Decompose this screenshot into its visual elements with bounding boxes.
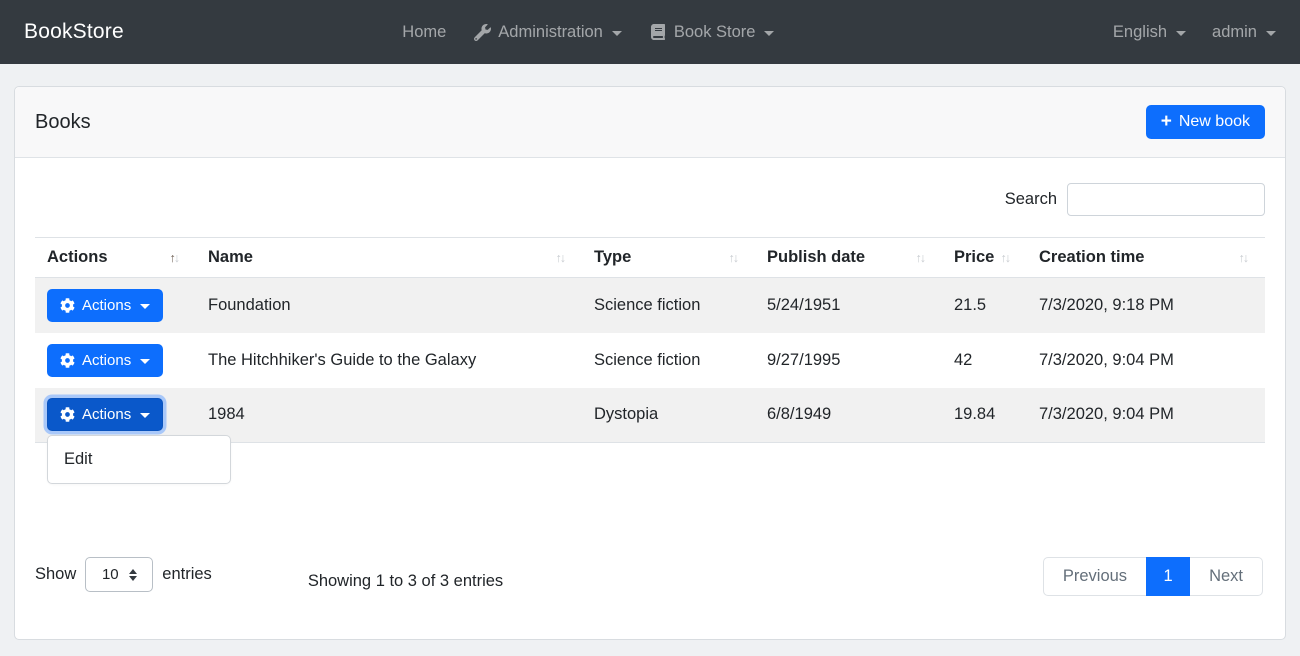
cell-creation-time: 7/3/2020, 9:18 PM [1027,277,1265,333]
card-body: Search Actions ↑↓ Na [15,158,1285,616]
new-book-label: New book [1178,113,1250,130]
table-row: Actions Foundation Science fiction 5/24/… [35,277,1265,333]
cell-price: 19.84 [942,387,1027,443]
nav-administration-label: Administration [498,22,603,41]
user-menu[interactable]: admin [1212,23,1276,42]
table-row: Actions The Hitchhiker's Guide to the Ga… [35,333,1265,388]
cell-type: Dystopia [582,387,755,443]
navbar-right-menu: English admin [1113,23,1276,42]
sort-icon: ↑↓ [1000,250,1012,265]
gear-icon [60,407,75,423]
column-label: Price [954,248,995,266]
user-label: admin [1212,22,1257,41]
column-header-actions[interactable]: Actions ↑↓ [35,237,196,278]
nav-book-store-label: Book Store [673,22,756,41]
sort-icon: ↑↓ [915,250,927,265]
chevron-down-icon [140,358,151,364]
page-size-value: 10 [101,566,119,583]
chevron-down-icon [611,30,622,36]
cell-publish-date: 9/27/1995 [767,350,841,369]
main-menu: Home Administration Book Store [124,23,1053,42]
table-row: Actions Edit 1984 Dystopia 6/8/1949 19.8… [35,387,1265,485]
footer-left: Show 10 entries Showing 1 to 3 of 3 entr… [35,557,503,592]
pagination-page-1-button[interactable]: 1 [1146,557,1191,596]
sort-icon: ↑↓ [1238,250,1250,265]
plus-icon: + [1160,111,1172,132]
chevron-down-icon [1176,30,1187,36]
column-header-creation-time[interactable]: Creation time ↑↓ [1027,237,1265,278]
pagination-previous-button[interactable]: Previous [1042,557,1148,596]
top-navbar: BookStore Home Administration Book Store… [0,0,1300,64]
gear-icon [60,352,75,368]
chevron-down-icon [140,413,151,419]
sort-icon: ↑↓ [555,250,567,265]
table-header-row: Actions ↑↓ Name ↑↓ Type ↑↓ [35,237,1265,278]
column-label: Publish date [767,248,866,266]
nav-home-label: Home [402,22,447,41]
page-size-select[interactable]: 10 [85,557,154,592]
column-label: Name [208,248,253,266]
gear-icon [60,297,75,313]
chevron-down-icon [764,30,775,36]
sort-icon: ↑↓ [728,250,740,265]
cell-publish-date: 6/8/1949 [755,387,942,443]
chevron-down-icon [1266,30,1276,36]
books-card: Books + New book Search Actions ↑↓ [14,86,1286,640]
cell-name: Foundation [196,277,582,333]
column-header-publish-date[interactable]: Publish date ↑↓ [755,237,942,278]
row-actions-button[interactable]: Actions [47,288,164,322]
nav-item-home[interactable]: Home [402,23,446,42]
entries-label: entries [162,565,212,583]
actions-dropdown-wrapper: Actions Edit [47,398,231,485]
actions-button-label: Actions [82,351,132,369]
nav-item-administration[interactable]: Administration [474,23,622,42]
cell-creation-time: 7/3/2020, 9:04 PM [1039,350,1174,369]
cell-name: The Hitchhiker's Guide to the Galaxy [208,350,477,369]
actions-dropdown-menu: Edit [47,435,231,485]
actions-button-label: Actions [82,406,132,424]
search-input[interactable] [1067,183,1265,216]
cell-type: Science fiction [594,350,701,369]
show-label: Show [35,565,77,583]
column-label: Creation time [1039,248,1145,266]
wrench-icon [474,23,492,41]
select-arrows-icon [128,568,137,581]
cell-price: 42 [954,350,973,369]
dropdown-item-edit[interactable]: Edit [64,450,93,469]
page-title: Books [35,110,91,133]
search-label: Search [1004,190,1057,208]
cell-creation-time: 7/3/2020, 9:04 PM [1027,387,1265,443]
column-label: Type [594,248,632,266]
new-book-button[interactable]: + New book [1145,105,1265,139]
table-info: Showing 1 to 3 of 3 entries [307,571,504,590]
nav-item-book-store[interactable]: Book Store [650,23,775,42]
actions-button-label: Actions [82,296,132,314]
table-search-area: Search [35,183,1265,216]
column-header-name[interactable]: Name ↑↓ [196,237,582,278]
sort-icon: ↑↓ [169,250,181,265]
pagination: Previous 1 Next [1042,557,1263,596]
brand-logo[interactable]: BookStore [24,20,124,43]
cell-name: 1984 [196,387,582,443]
row-actions-button-open[interactable]: Actions [47,398,164,432]
table-footer: Show 10 entries Showing 1 to 3 of 3 entr… [35,557,1265,596]
column-label: Actions [47,248,108,266]
book-icon [650,23,667,41]
pagination-next-button[interactable]: Next [1189,557,1263,596]
language-menu[interactable]: English [1112,22,1187,42]
cell-price: 21.5 [942,277,1027,333]
card-header: Books + New book [15,87,1285,158]
cell-publish-date: 5/24/1951 [755,277,942,333]
books-table: Actions ↑↓ Name ↑↓ Type ↑↓ [35,237,1265,485]
row-actions-button[interactable]: Actions [47,343,164,377]
column-header-price[interactable]: Price ↑↓ [942,237,1027,278]
column-header-type[interactable]: Type ↑↓ [582,237,755,278]
chevron-down-icon [140,303,151,309]
language-label: English [1112,22,1168,41]
cell-type: Science fiction [582,277,755,333]
